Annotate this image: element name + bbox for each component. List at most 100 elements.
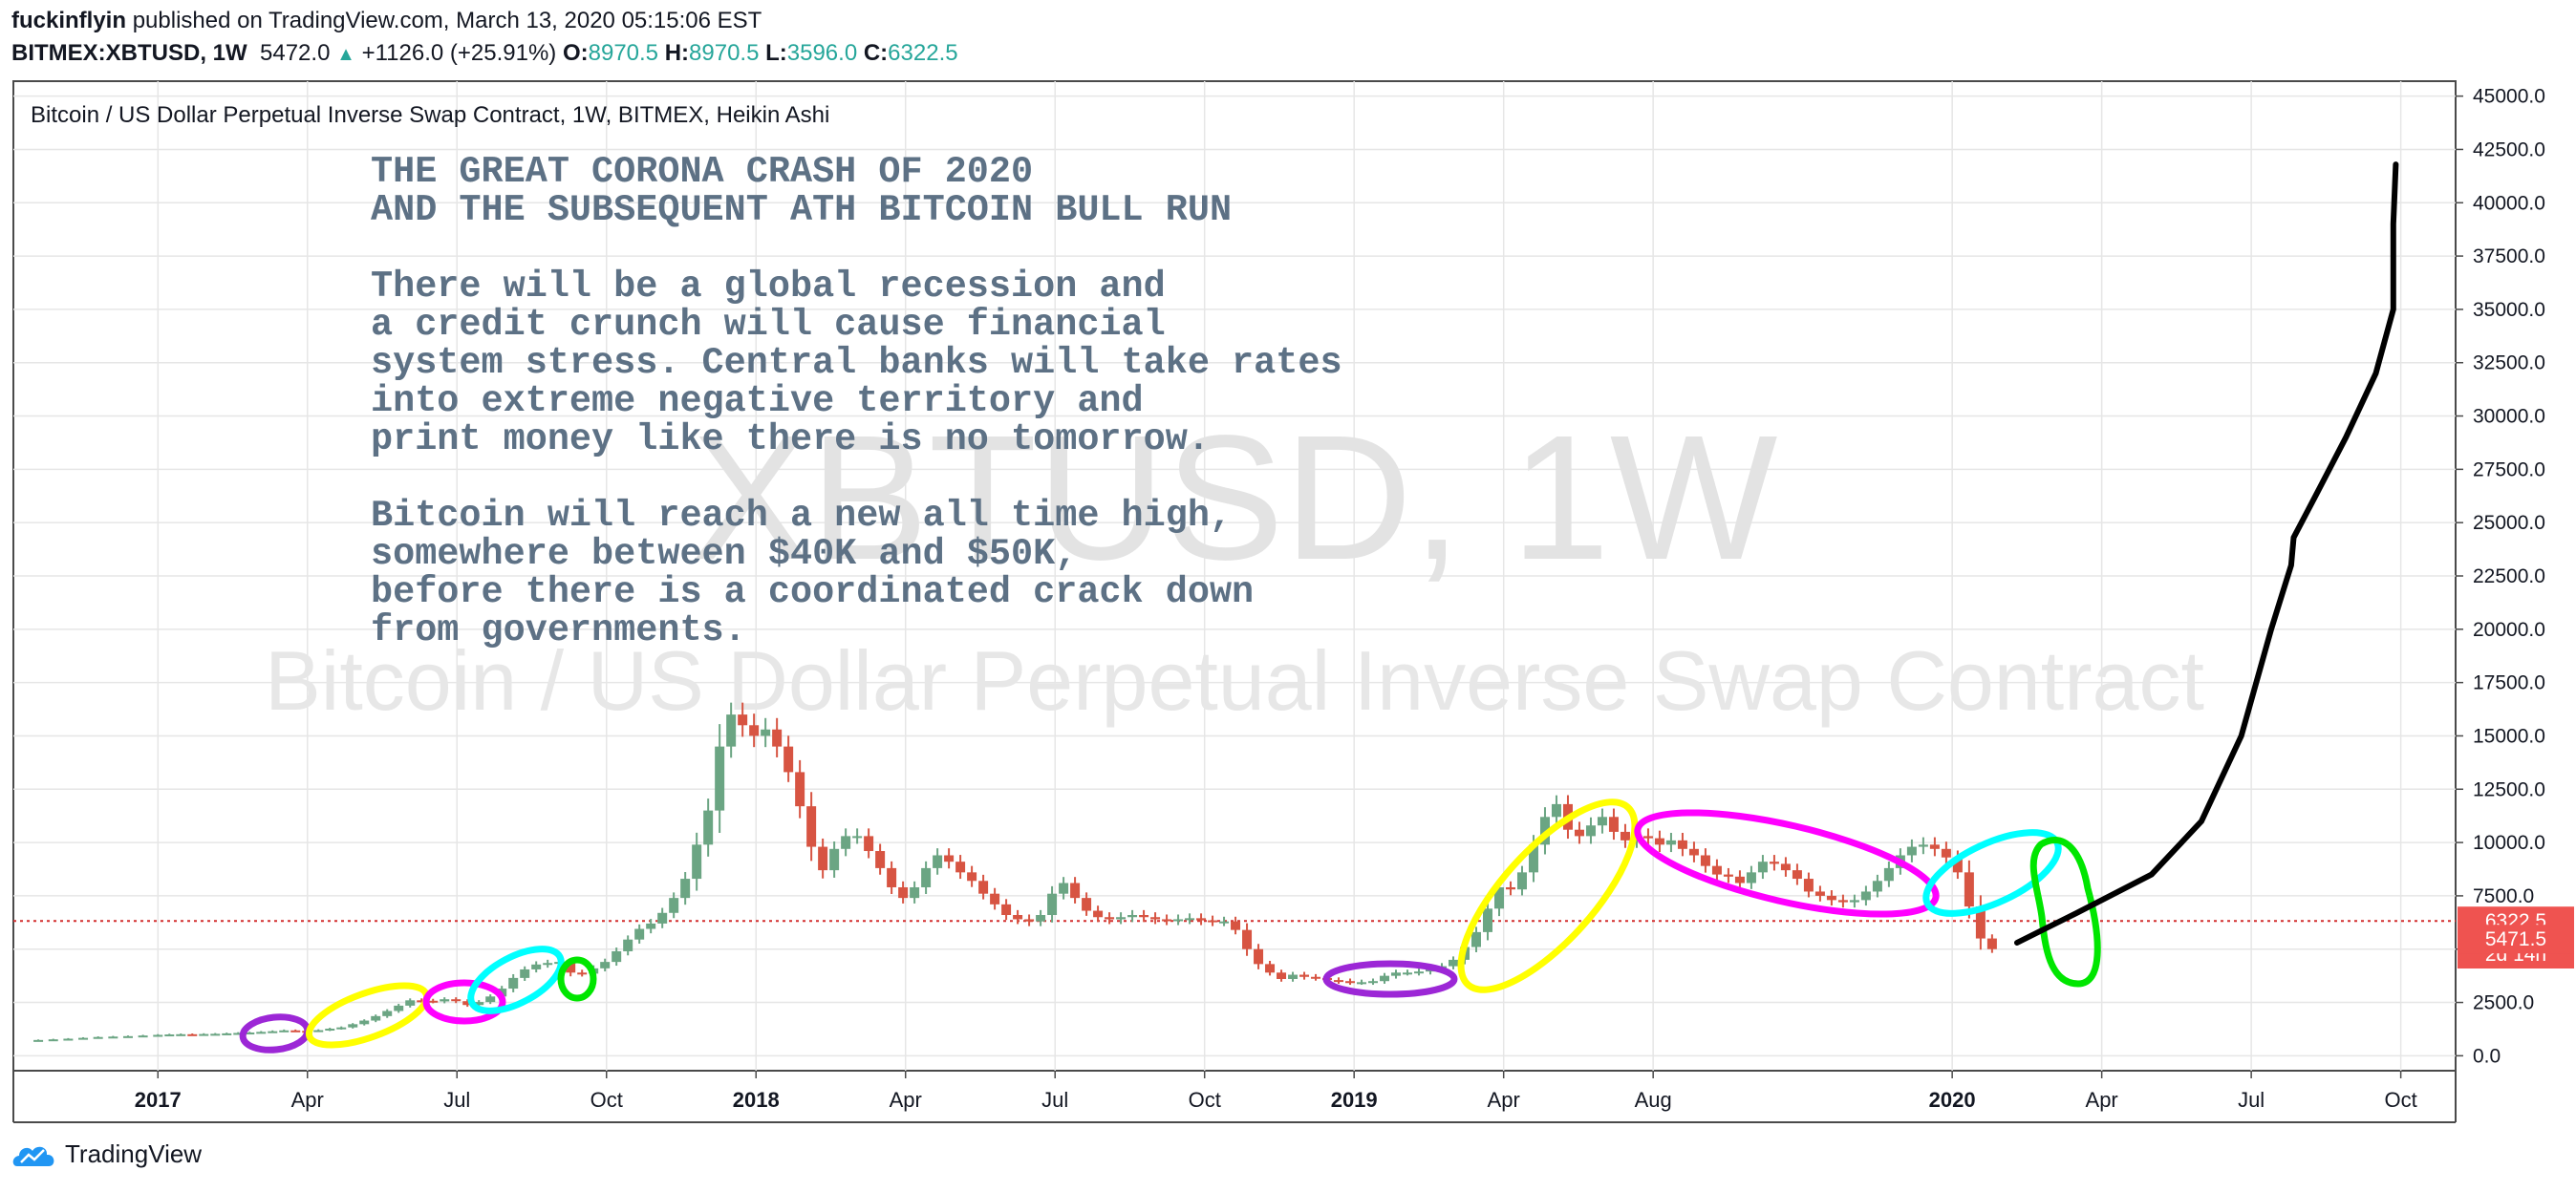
candle-body [428,1000,439,1003]
candle-body [108,1036,118,1039]
candle-body [1024,919,1035,922]
candle-body [852,836,863,839]
price-tick-label: 17500.0 [2473,672,2545,694]
candle-body [1975,906,1986,939]
tradingview-brand[interactable]: TradingView [11,1139,202,1169]
candle-body [726,714,737,747]
close-value: 6322.5 [888,40,958,66]
note-paragraph-line: There will be a global recession and [371,266,1166,308]
annotation-note[interactable]: THE GREAT CORONA CRASH OF 2020 AND THE S… [371,153,1342,649]
open-value: 8970.5 [588,40,659,66]
candle-body [122,1035,133,1038]
tradingview-logo-icon [12,1146,54,1166]
price-tick-label: 40000.0 [2473,192,2545,214]
price-tick-label: 7500.0 [2473,885,2534,907]
yellow-circle-drawing [1457,798,1639,993]
note-paragraph-line: print money like there is no tomorrow. [371,418,1210,460]
price-tick-label: 37500.0 [2473,245,2545,267]
candle-body [417,1000,427,1003]
price-tick-label: 45000.0 [2473,86,2545,108]
time-tick-label: 2017 [135,1088,182,1112]
candle-body [1277,972,1287,979]
candle-body [680,879,691,899]
time-tick-label: Apr [890,1088,922,1112]
candle-body [1070,883,1081,899]
candle-body [1185,918,1195,921]
price-tick-label: 30000.0 [2473,406,2545,428]
candle-body [772,729,783,747]
candle-body [268,1031,278,1033]
candle-body [1528,844,1538,873]
candle-body [1665,840,1676,845]
candle-body [531,964,542,969]
candle-body [1941,848,1951,858]
candle-body [933,855,943,868]
candle-body [164,1034,175,1037]
price-axis[interactable]: 0.02500.05000.07500.010000.012500.015000… [2456,86,2545,1068]
time-tick-label: 2020 [1929,1088,1976,1112]
candle-body [1757,862,1768,873]
candle-body [1219,921,1230,924]
candle-body [348,1024,358,1028]
legend-title[interactable]: Bitcoin / US Dollar Perpetual Inverse Sw… [31,102,829,128]
candle-body [1345,981,1356,984]
magenta-circle-drawing [1634,809,1940,918]
candle-body [1860,891,1871,901]
candle-body [1139,915,1149,918]
candle-body [1482,908,1492,932]
candle-body [1105,917,1115,920]
time-tick-label: Jul [443,1088,470,1112]
candle-body [1116,917,1127,920]
candle-body [1505,886,1515,890]
candle-body [898,886,909,899]
candle-body [1929,844,1940,849]
candle-body [600,962,611,968]
candle-body [634,928,645,940]
candle-body [1196,918,1207,921]
candle-body [749,725,760,736]
candle-body [405,1000,416,1006]
time-tick-label: Jul [2238,1088,2265,1112]
projection-curve [2014,161,2399,946]
watermark-symbol: XBTUSD, 1W [692,399,1778,597]
candle-body [1952,857,1963,873]
candle-body [1677,840,1687,849]
candle-body [1311,976,1321,979]
candle-body [955,862,966,873]
candle-body [1059,883,1069,894]
candle-body [1357,982,1367,985]
candle-body [199,1033,209,1036]
note-paragraph-line: Bitcoin will reach a new all time high, [371,495,1233,537]
price-tick-label: 2500.0 [2473,992,2534,1014]
author-name[interactable]: fuckinflyin [11,8,127,33]
candle-body [1711,865,1722,875]
green-circle-drawing [557,956,597,1002]
publish-text: published on TradingView.com, March 13, … [132,8,762,33]
high-label: H: [664,40,690,66]
candle-body [1700,855,1710,866]
note-paragraph-line: somewhere between $40K and $50K, [371,533,1078,575]
candle-body [508,977,519,990]
candle-body [1013,915,1023,920]
candle-body [1918,844,1928,847]
brand-name: TradingView [65,1139,203,1168]
drawings-layer [239,161,2399,1054]
candle-body [78,1037,89,1040]
candle-body [864,836,874,852]
candle-body [1334,980,1344,983]
candle-body [703,810,714,845]
candle-body [1516,872,1527,890]
candle-body [784,746,794,773]
candle-body [715,746,725,811]
candle-body [1574,829,1584,837]
time-axis[interactable]: 2017 Apr Jul Oct 2018 Apr Jul Oct 2019 Apr Aug 2020… [135,1071,2417,1112]
note-heading-line: THE GREAT CORONA CRASH OF 2020 [371,151,1034,193]
price-tick-label: 32500.0 [2473,352,2545,374]
price-tick-label: 27500.0 [2473,458,2545,480]
candle-body [1746,872,1756,883]
last-value: 5472.0 [260,40,331,66]
candle-body [451,999,462,1002]
price-tick-label: 0.0 [2473,1045,2501,1067]
current-price-tag [2458,925,2574,954]
